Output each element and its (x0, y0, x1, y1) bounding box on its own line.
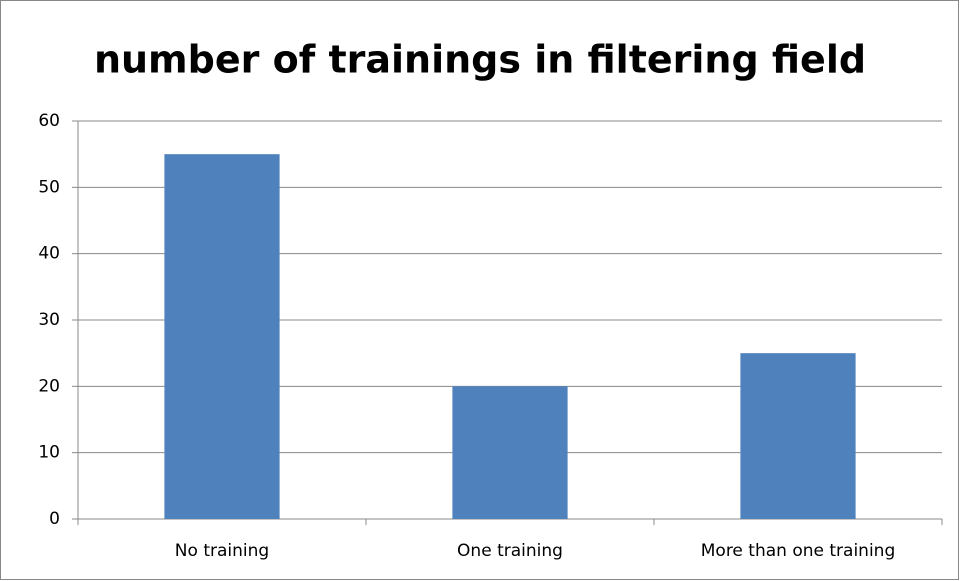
y-tick-label: 60 (38, 111, 60, 131)
y-tick-label: 30 (38, 310, 60, 330)
y-tick-label: 0 (49, 509, 60, 529)
x-tick-label: One training (457, 541, 563, 561)
y-tick-label: 40 (38, 244, 60, 264)
bar (164, 154, 280, 519)
chart-title: number of trainings in filtering field (94, 38, 866, 82)
bar (740, 353, 856, 519)
bar (452, 386, 568, 519)
y-tick-label: 50 (38, 177, 60, 197)
y-tick-label: 10 (38, 443, 60, 463)
y-tick-label: 20 (38, 376, 60, 396)
x-tick-label: No training (175, 541, 269, 561)
x-tick-label: More than one training (701, 541, 895, 561)
